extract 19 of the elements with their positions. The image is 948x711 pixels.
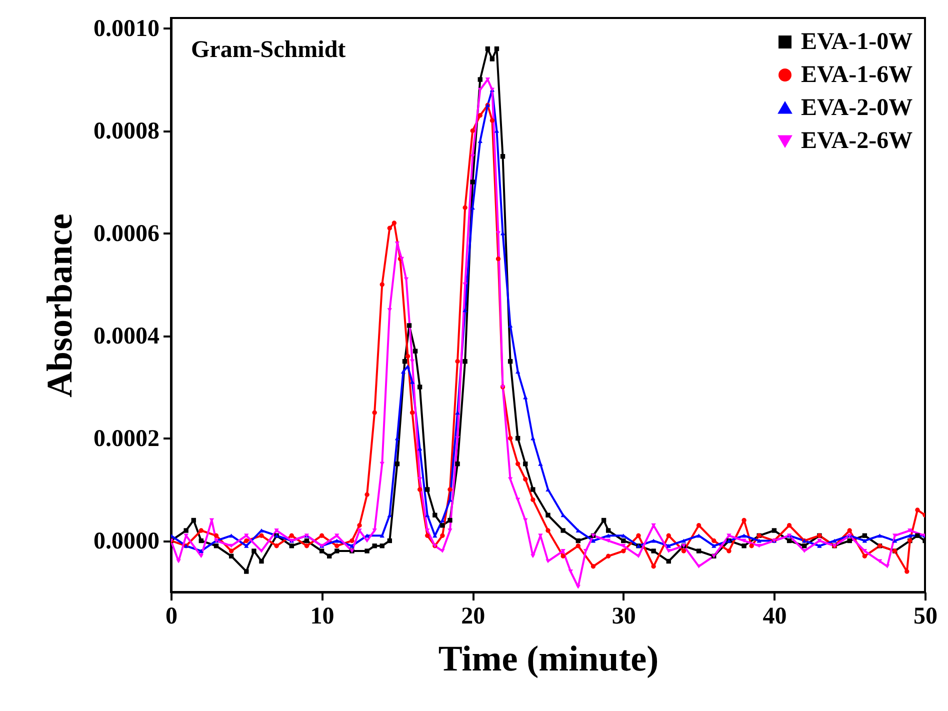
y-tick-label: 0.0008	[94, 118, 160, 144]
legend-label: EVA-2-6W	[801, 128, 913, 154]
x-tick-label: 0	[166, 604, 178, 630]
y-tick-label: 0.0000	[94, 528, 160, 554]
x-tick-label: 10	[310, 604, 334, 630]
x-tick-label: 30	[612, 604, 636, 630]
legend-label: EVA-1-6W	[801, 62, 913, 88]
legend-label: EVA-1-0W	[801, 29, 913, 55]
x-axis-title: Time (minute)	[438, 638, 659, 678]
y-axis-title: Absorbance	[40, 213, 80, 398]
y-tick-label: 0.0002	[94, 426, 160, 452]
x-tick-label: 50	[914, 604, 938, 630]
x-tick-label: 20	[461, 604, 486, 630]
legend-label: EVA-2-0W	[801, 95, 913, 121]
x-tick-label: 40	[762, 604, 787, 630]
y-tick-label: 0.0006	[94, 220, 160, 247]
y-tick-label: 0.0004	[94, 323, 160, 350]
annotation: Gram-Schmidt	[191, 37, 346, 63]
y-tick-label: 0.0010	[94, 16, 160, 42]
